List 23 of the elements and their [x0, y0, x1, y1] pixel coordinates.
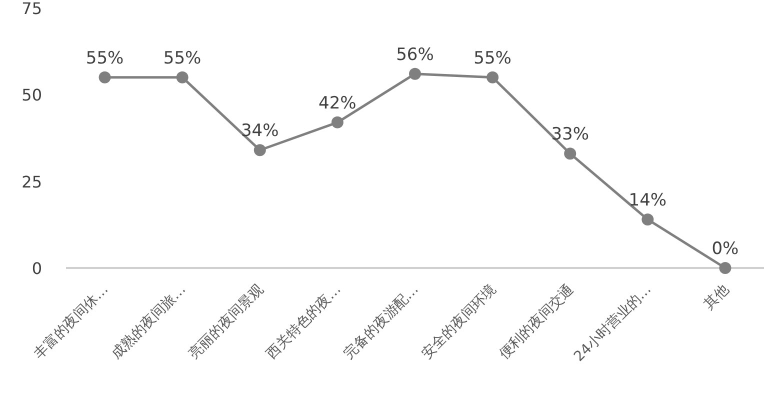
point	[98, 71, 111, 84]
point	[642, 213, 654, 226]
data-label: 14%	[628, 190, 667, 210]
point	[176, 71, 188, 84]
data-label: 55%	[474, 48, 512, 68]
y-tick-label: 25	[22, 172, 42, 192]
data-label: 34%	[240, 121, 279, 142]
y-tick-label: 75	[22, 0, 42, 18]
x-tick-label: 其他	[700, 282, 732, 313]
data-label: 42%	[318, 93, 356, 114]
point	[486, 71, 499, 84]
point	[331, 116, 344, 128]
point	[564, 148, 576, 160]
data-label: 0%	[712, 239, 739, 259]
data-label: 56%	[396, 44, 434, 65]
data-label: 33%	[551, 124, 590, 145]
y-tick-label: 0	[32, 259, 42, 278]
data-label: 55%	[86, 48, 124, 68]
point	[409, 68, 421, 80]
data-label: 55%	[163, 48, 202, 68]
point	[719, 262, 732, 274]
point	[254, 144, 266, 156]
y-tick-label: 50	[22, 86, 42, 105]
